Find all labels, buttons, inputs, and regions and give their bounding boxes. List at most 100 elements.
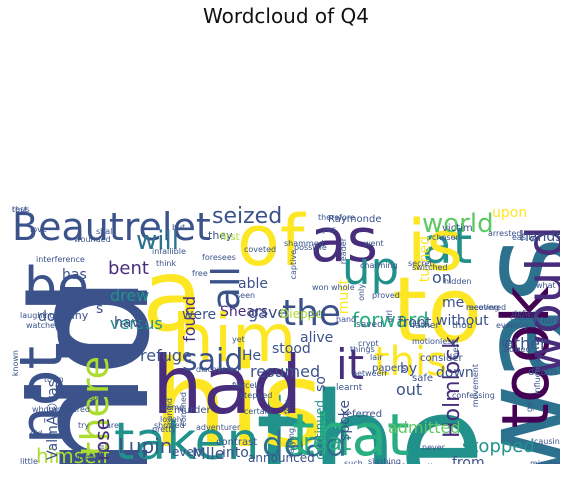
word-115: infallible — [152, 247, 186, 256]
word-91: things — [350, 345, 375, 354]
word-173: yes — [322, 225, 336, 234]
word-170: never — [422, 443, 445, 452]
word-67: were — [182, 307, 217, 323]
word-51: has — [62, 267, 87, 283]
word-88: hand — [336, 315, 357, 324]
word-20: Beautrelet — [12, 206, 211, 249]
word-134: consider — [420, 353, 463, 364]
word-53: hands — [520, 229, 560, 245]
word-103: reason — [76, 393, 104, 402]
word-146: stepped — [240, 391, 273, 400]
word-164: try — [78, 421, 90, 430]
word-145: few — [283, 400, 292, 415]
word-6: a — [142, 237, 204, 354]
word-120: switched — [412, 263, 448, 272]
word-110: holding — [36, 293, 66, 302]
word-4: had — [152, 339, 303, 432]
word-41: spoke — [337, 400, 353, 441]
word-79: any — [68, 309, 89, 322]
word-40: resumed — [250, 362, 321, 381]
word-98: lovely — [160, 415, 184, 424]
word-80: more — [534, 313, 560, 326]
word-151: confined — [179, 392, 188, 427]
word-123: victim — [442, 223, 473, 234]
word-119: charming — [360, 261, 398, 270]
word-56: without — [436, 313, 489, 329]
word-133: thou — [452, 321, 473, 331]
word-113: shall — [96, 227, 115, 236]
word-117: coveted — [244, 245, 277, 254]
word-94: referred — [342, 409, 383, 420]
word-176: what — [536, 281, 556, 290]
word-101: adventurer — [196, 423, 241, 432]
word-147: fiercely — [232, 381, 262, 390]
word-155: crypt — [358, 339, 379, 348]
word-59: other — [504, 334, 547, 353]
word-77: Raymonde — [328, 214, 382, 225]
word-156: lair — [370, 353, 383, 362]
word-149: showed — [154, 421, 185, 430]
word-28: world — [422, 209, 494, 239]
word-132: father — [412, 321, 440, 331]
word-148: came — [162, 403, 185, 412]
word-161: captive — [289, 250, 298, 280]
word-48: versus — [110, 314, 163, 333]
word-137: movement — [471, 364, 480, 408]
word-35: himself — [36, 444, 110, 464]
word-140: causing — [534, 437, 560, 446]
word-52: upon — [492, 206, 528, 221]
word-159: proved — [372, 291, 400, 300]
word-169: did — [30, 429, 43, 438]
word-12: up — [342, 242, 400, 295]
word-144: certain — [244, 407, 272, 416]
word-150: candid — [165, 398, 174, 425]
word-124: went — [364, 239, 384, 248]
word-83: first — [220, 232, 240, 243]
word-180: rest — [12, 206, 28, 214]
word-74: announced — [248, 451, 315, 464]
word-27: the — [282, 293, 342, 334]
word-44: alive — [300, 330, 334, 346]
word-129: meeting — [466, 303, 500, 312]
word-63: so — [313, 376, 329, 392]
word-66: He — [242, 348, 262, 364]
word-60: down — [436, 365, 474, 381]
word-138: next — [451, 340, 460, 358]
word-118: shammed — [284, 239, 324, 248]
word-168: little — [20, 457, 38, 465]
word-68: have — [114, 315, 149, 331]
word-13: be — [24, 257, 89, 317]
word-43: stood — [272, 341, 311, 357]
word-111: method — [46, 295, 77, 304]
word-154: between — [352, 369, 387, 378]
word-78: they — [208, 229, 233, 242]
word-86: easily — [512, 233, 536, 242]
word-39: refuge — [140, 346, 192, 365]
word-90: saved — [356, 320, 383, 330]
word-84: evening — [496, 321, 529, 330]
word-107: laughing — [20, 311, 55, 320]
word-81: Dieppe — [280, 307, 323, 321]
word-174: safe — [412, 373, 434, 384]
word-42: Shears — [220, 304, 269, 320]
word-54: on — [432, 268, 452, 287]
word-82: therefore — [318, 213, 355, 222]
word-36: stopped — [462, 436, 535, 457]
word-130: recovered — [466, 303, 507, 312]
word-100: murder — [174, 405, 211, 416]
word-75: from — [452, 455, 485, 464]
word-122: chosen — [432, 233, 461, 242]
word-153: won whole — [312, 283, 355, 292]
word-2: his — [152, 336, 324, 465]
word-89: pulp — [308, 309, 326, 318]
word-175: reader — [339, 238, 348, 265]
word-158: only — [357, 284, 366, 301]
word-10: at — [422, 217, 473, 275]
word-cloud: theandhiswashadtoainofasatisupbehimtaken… — [12, 206, 560, 464]
word-179: Ga — [502, 339, 514, 348]
word-109: interference — [36, 255, 85, 264]
word-126: hidden — [444, 277, 472, 286]
word-8: of — [237, 206, 305, 282]
word-163: whom — [32, 405, 57, 414]
word-70: s — [96, 301, 104, 317]
